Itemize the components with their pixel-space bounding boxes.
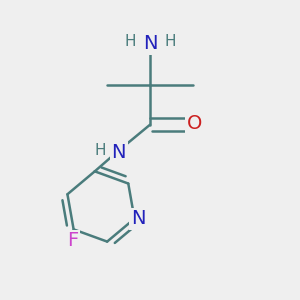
Text: H: H [94,142,106,158]
Text: N: N [112,142,126,162]
Text: N: N [143,34,157,53]
Text: F: F [68,231,79,250]
Text: H: H [164,34,176,49]
Text: O: O [187,114,202,133]
Text: H: H [124,34,136,49]
Text: N: N [131,209,145,228]
